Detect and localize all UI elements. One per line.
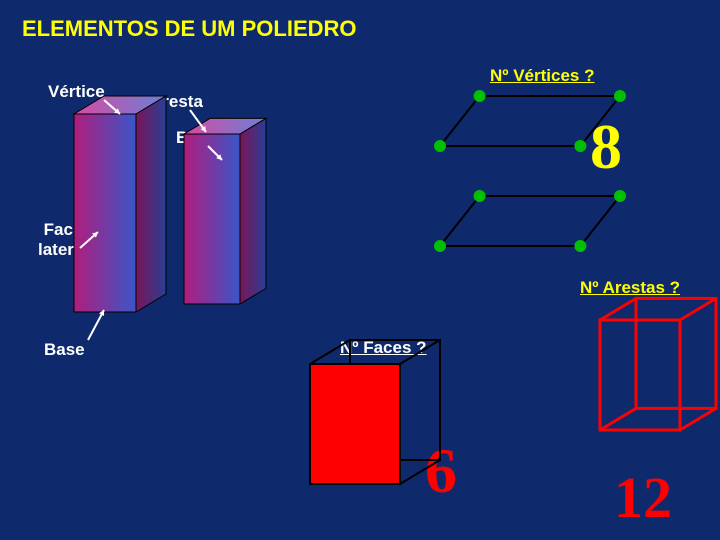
faces-cube: [310, 340, 440, 484]
edges-cube: [600, 298, 716, 430]
vertex-diagram: [434, 90, 626, 252]
prism-left: [74, 96, 166, 312]
diagram-canvas: [0, 0, 720, 540]
prism-right: [184, 118, 266, 304]
